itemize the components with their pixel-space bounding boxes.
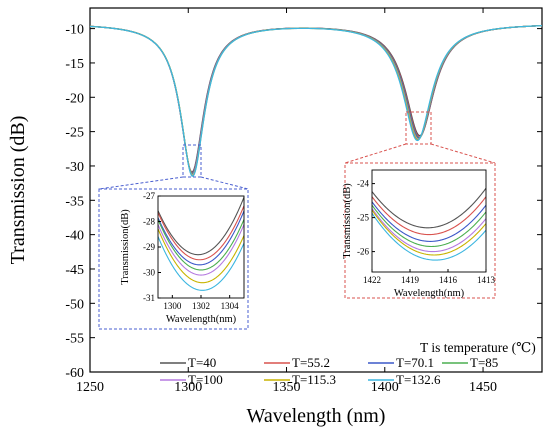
- inset-y-tick-label: -28: [143, 217, 155, 227]
- zoom-box-2: [405, 111, 432, 145]
- inset-x-tick-label: 1413: [477, 275, 496, 285]
- x-axis-title: Wavelength (nm): [247, 405, 386, 427]
- legend-item-T=132.6: T=132.6: [368, 372, 441, 387]
- y-tick-label: -15: [65, 57, 84, 72]
- inset-y-tick-label: -30: [143, 268, 155, 278]
- inset-series-T=132.6: [372, 213, 486, 261]
- inset-series-T=85: [158, 219, 244, 271]
- inset-2: 1422 1419 1416 1413 -24 -25 -26 Wavelength(nm) T…: [342, 169, 496, 299]
- legend-item-T=70.1: T=70.1: [368, 355, 434, 370]
- inset-series-lines: [372, 187, 486, 261]
- inset-x-tick-label: 1304: [221, 301, 240, 311]
- zoom-connector-1a: [98, 176, 184, 190]
- y-tick-label: -10: [65, 23, 84, 38]
- legend-label: T=85: [470, 355, 498, 370]
- legend-item-T=100: T=100: [160, 372, 223, 387]
- y-tick-label: -50: [65, 297, 84, 312]
- legend-item-T=55.2: T=55.2: [264, 355, 330, 370]
- inset-series-T=100: [372, 208, 486, 253]
- inset-series-T=115.3: [158, 228, 244, 284]
- zoom-connector-2b: [430, 143, 496, 164]
- zoom-connector-1b: [200, 176, 249, 190]
- inset-series-T=115.3: [372, 209, 486, 256]
- inset-series-T=55.2: [158, 205, 244, 261]
- inset-y-tick-label: -25: [357, 213, 369, 223]
- zoom-connector-2a: [344, 143, 407, 164]
- inset-series-T=70.1: [372, 201, 486, 242]
- series-line-T=132.6: [89, 25, 543, 177]
- legend-label: T=115.3: [292, 372, 336, 387]
- inset-y-tick-label: -27: [143, 191, 155, 201]
- series-line-T=100: [89, 25, 543, 176]
- x-tick-label: 1250: [76, 380, 104, 395]
- inset-2-border: [344, 162, 496, 299]
- inset-1: 1300 1302 1304 -27 -28 -29 -30 -31 Wavelength(nm…: [120, 191, 245, 325]
- y-tick-label: -30: [65, 160, 84, 175]
- y-tick-label: -40: [65, 229, 84, 244]
- legend-item-T=40: T=40: [160, 355, 216, 370]
- y-tick-label: -20: [65, 91, 84, 106]
- inset-series-T=40: [372, 187, 486, 229]
- series-line-T=40: [89, 24, 543, 173]
- inset-series-T=132.6: [158, 236, 244, 291]
- legend-item-T=115.3: T=115.3: [264, 372, 336, 387]
- legend-label: T=132.6: [396, 372, 441, 387]
- plot-frame: [89, 7, 543, 373]
- inset-y-axis-title: Transmission(dB): [120, 209, 131, 285]
- inset-x-tick-label: 1416: [439, 275, 458, 285]
- inset-y-tick-label: -29: [143, 242, 155, 252]
- x-tick-label: 1450: [469, 380, 497, 395]
- inset-series-T=40: [158, 196, 244, 256]
- inset-x-tick-label: 1302: [192, 301, 210, 311]
- inset-y-tick-label: -24: [357, 179, 369, 189]
- series-line-T=55.2: [89, 24, 543, 174]
- inset-x-axis-title: Wavelength(nm): [166, 314, 237, 325]
- legend-label: T=55.2: [292, 355, 330, 370]
- inset-series-T=55.2: [372, 196, 486, 236]
- x-tick-label: 1350: [273, 380, 301, 395]
- inset-frame: [371, 169, 487, 273]
- main-axis-ticks: 1250 1300 1350 1400 1450 -10 -15 -20 -25 -30 -35 -4…: [65, 8, 542, 395]
- legend-item-T=85: T=85: [442, 355, 498, 370]
- inset-series-lines: [158, 196, 244, 291]
- y-tick-label: -35: [65, 194, 84, 209]
- x-tick-label: 1300: [174, 380, 202, 395]
- inset-series-T=85: [372, 204, 486, 248]
- inset-x-tick-label: 1300: [163, 301, 182, 311]
- series-line-T=85: [89, 25, 543, 175]
- inset-y-tick-label: -26: [357, 247, 369, 257]
- inset-y-tick-label: -31: [143, 293, 155, 303]
- y-tick-label: -45: [65, 263, 84, 278]
- inset-x-axis-title: Wavelength(nm): [394, 288, 465, 299]
- legend-label: T=40: [188, 355, 216, 370]
- x-tick-label: 1400: [371, 380, 399, 395]
- legend-title: T is temperature (℃): [420, 340, 536, 355]
- series-line-T=115.3: [89, 25, 543, 177]
- inset-series-T=70.1: [158, 210, 244, 266]
- y-tick-label: -60: [65, 366, 84, 381]
- inset-x-tick-label: 1419: [401, 275, 420, 285]
- y-axis-title: Transmission (dB): [7, 116, 29, 265]
- y-tick-label: -25: [65, 126, 84, 141]
- legend-label: T=100: [188, 372, 223, 387]
- series-line-T=70.1: [89, 25, 543, 175]
- legend: T=40 T=55.2 T=70.1 T=85 T=100 T=115.3 T=132.6: [160, 355, 498, 387]
- main-series-lines: [89, 24, 543, 177]
- y-tick-label: -55: [65, 332, 84, 347]
- inset-y-axis-title: Transmission(dB): [342, 183, 353, 259]
- inset-x-tick-label: 1422: [363, 275, 381, 285]
- legend-label: T=70.1: [396, 355, 434, 370]
- inset-series-T=100: [158, 224, 244, 276]
